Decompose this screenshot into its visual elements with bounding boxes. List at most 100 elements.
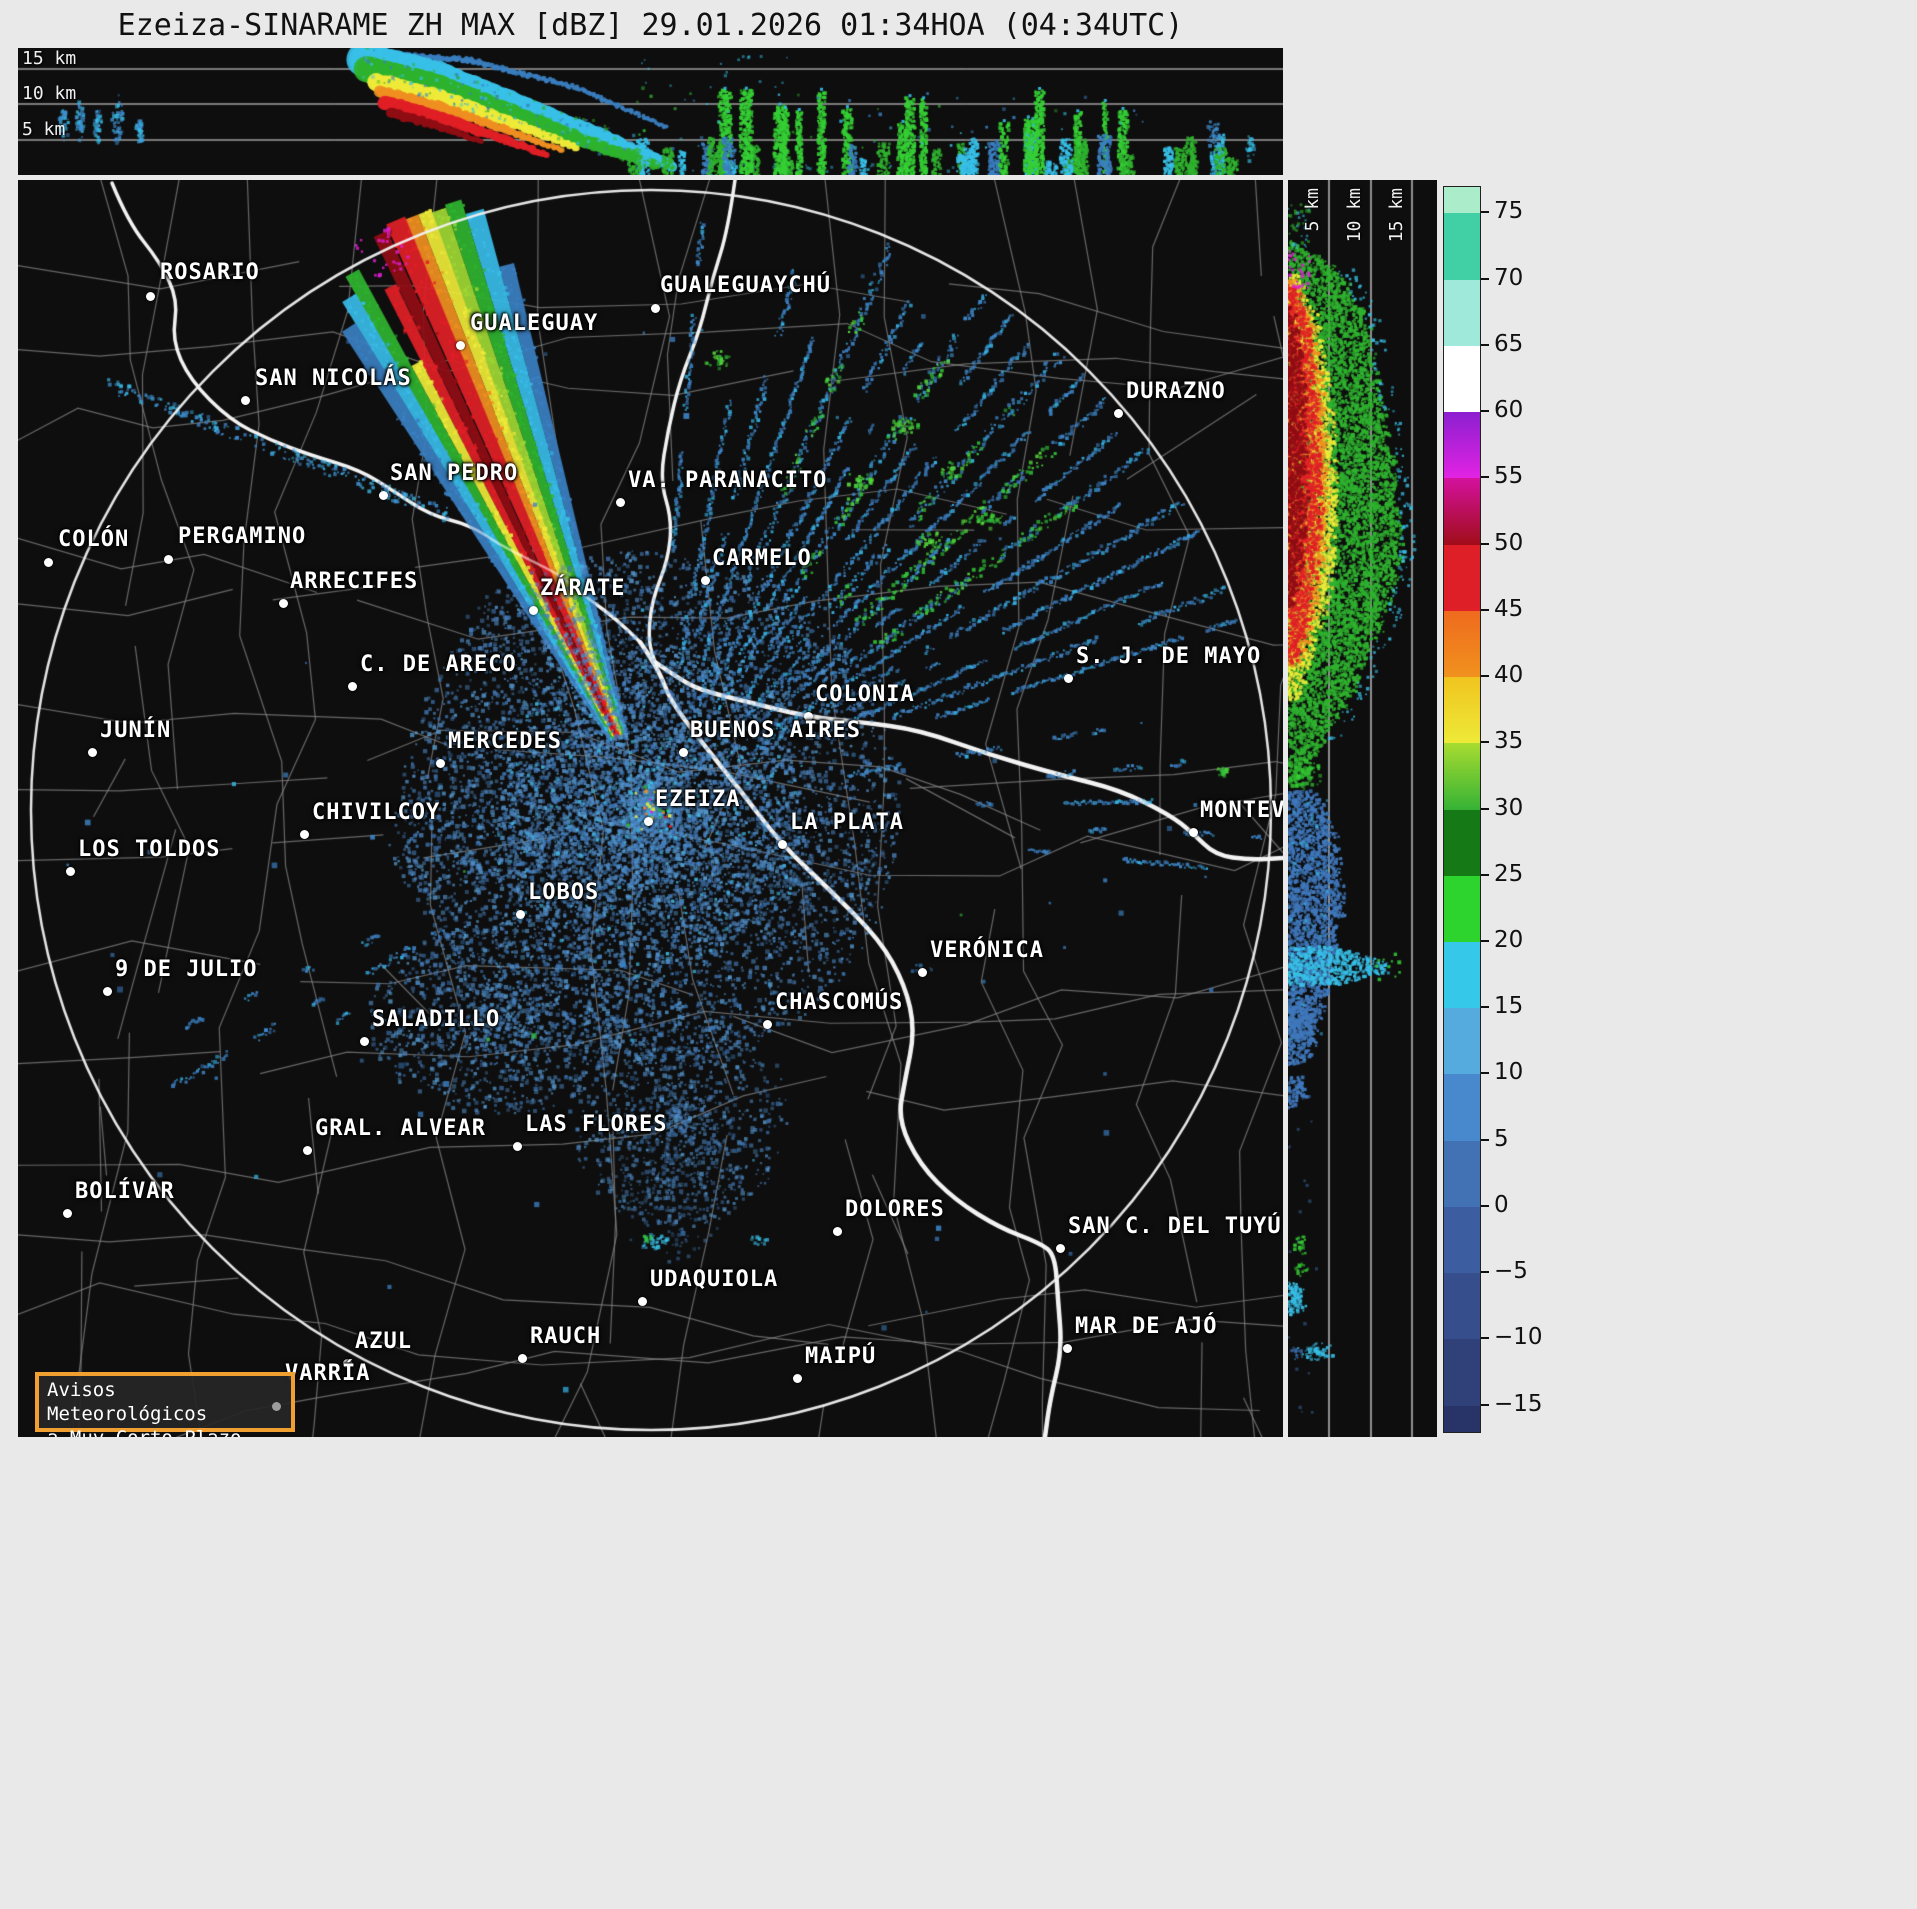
colorbar-tickmark — [1481, 1337, 1489, 1340]
height-label-5km: 5 km — [22, 119, 66, 140]
city-dot — [644, 817, 653, 826]
radar-map-panel: ROSARIO GUALEGUAYCHÚ GUALEGUAY SAN NICOLÁS D… — [18, 180, 1283, 1437]
colorbar-tickmark — [1481, 675, 1489, 678]
cross-section-top-canvas — [18, 48, 1283, 175]
city-dot — [343, 1359, 352, 1368]
city-label: ROSARIO — [160, 260, 260, 285]
colorbar-ticklabel: 55 — [1494, 463, 1524, 490]
city-label: LOBOS — [528, 880, 600, 905]
city-label: S. J. DE MAYO — [1076, 644, 1262, 669]
city-label: GRAL. ALVEAR — [315, 1116, 486, 1141]
colorbar-band — [1444, 1074, 1480, 1142]
colorbar-ticklabel: 25 — [1494, 860, 1524, 887]
colorbar-band — [1444, 809, 1480, 877]
city-dot — [1056, 1244, 1065, 1253]
colorbar-band — [1444, 478, 1480, 546]
city-dot — [456, 341, 465, 350]
colorbar-ticklabel: 65 — [1494, 330, 1524, 357]
city-label: AZUL — [355, 1329, 412, 1354]
city-dot — [651, 304, 660, 313]
colorbar-band — [1444, 213, 1480, 281]
city-dot — [679, 748, 688, 757]
city-label: RAUCH — [530, 1324, 602, 1349]
colorbar-ticklabel: −10 — [1494, 1324, 1543, 1351]
city-label: CHASCOMÚS — [775, 990, 904, 1015]
colorbar-ticklabel: 50 — [1494, 529, 1524, 556]
city-dot — [146, 292, 155, 301]
city-dot — [763, 1020, 772, 1029]
height-label-5km-v: 5 km — [1302, 188, 1323, 232]
colorbar-tickmark — [1481, 608, 1489, 611]
colorbar-ticklabel: 0 — [1494, 1191, 1509, 1218]
warning-line-2: a Muy Corto Plazo — [47, 1426, 283, 1437]
colorbar-band — [1444, 1339, 1480, 1406]
city-dot — [529, 606, 538, 615]
city-dot — [279, 599, 288, 608]
height-label-15km-v: 15 km — [1386, 188, 1407, 243]
city-dot — [1063, 1344, 1072, 1353]
height-label-10km: 10 km — [22, 83, 77, 104]
colorbar-tickmark — [1481, 939, 1489, 942]
city-label: EZEIZA — [655, 787, 741, 812]
city-dot — [241, 396, 250, 405]
cross-section-right-canvas — [1288, 180, 1437, 1437]
colorbar-ticklabel: 15 — [1494, 993, 1524, 1020]
colorbar-ticklabel: 45 — [1494, 595, 1524, 622]
city-dot — [1064, 674, 1073, 683]
city-label: CHIVILCOY — [312, 800, 441, 825]
city-label: JUNÍN — [100, 718, 172, 743]
city-dot — [804, 712, 813, 721]
city-label: LAS FLORES — [525, 1112, 668, 1137]
city-label: PERGAMINO — [178, 524, 307, 549]
colorbar-tickmark — [1481, 1138, 1489, 1141]
colorbar-tickmark — [1481, 807, 1489, 810]
city-dot — [1189, 828, 1198, 837]
colorbar-ticklabel: 40 — [1494, 662, 1524, 689]
colorbar-ticklabel: 75 — [1494, 198, 1524, 225]
city-label: VA. PARANACITO — [628, 468, 828, 493]
dbz-colorbar — [1443, 186, 1481, 1433]
colorbar-band — [1444, 345, 1480, 413]
city-dot — [63, 1209, 72, 1218]
city-label: GUALEGUAY — [470, 311, 599, 336]
city-label: DOLORES — [845, 1197, 945, 1222]
warning-box: Avisos Meteorológicos a Muy Corto Plazo — [35, 1372, 295, 1437]
cross-section-right-panel: 5 km 10 km 15 km — [1288, 180, 1437, 1437]
city-label: COLONIA — [815, 682, 915, 707]
colorbar-band — [1444, 677, 1480, 744]
city-label: MONTEVIDEO — [1200, 798, 1283, 823]
radar-map-canvas — [18, 180, 1283, 1437]
city-label: MAR DE AJÓ — [1075, 1314, 1218, 1339]
city-dot — [303, 1146, 312, 1155]
warning-line-1: Avisos Meteorológicos — [47, 1379, 208, 1425]
city-label: UDAQUIOLA — [650, 1267, 779, 1292]
city-dot — [778, 840, 787, 849]
city-label: BOLÍVAR — [75, 1179, 175, 1204]
city-dot — [66, 867, 75, 876]
colorbar-ticklabel: −5 — [1494, 1258, 1528, 1285]
city-label: SAN C. DEL TUYÚ — [1068, 1214, 1282, 1239]
city-dot — [379, 491, 388, 500]
colorbar-band — [1444, 412, 1480, 479]
colorbar-band — [1444, 544, 1480, 612]
city-label: MAIPÚ — [805, 1344, 877, 1369]
colorbar-tickmark — [1481, 1271, 1489, 1274]
city-label: VERÓNICA — [930, 938, 1044, 963]
city-label: SAN PEDRO — [390, 461, 519, 486]
colorbar-band — [1444, 941, 1480, 1009]
city-label: BUENOS AIRES — [690, 718, 861, 743]
city-dot — [1114, 409, 1123, 418]
city-label: DURAZNO — [1126, 379, 1226, 404]
colorbar-band — [1444, 1405, 1480, 1433]
colorbar-band — [1444, 610, 1480, 678]
colorbar-tickmark — [1481, 542, 1489, 545]
colorbar-tickmark — [1481, 873, 1489, 876]
city-dot — [518, 1354, 527, 1363]
cross-section-top-panel: 15 km 10 km 5 km — [18, 48, 1283, 175]
city-dot — [616, 498, 625, 507]
city-dot — [436, 759, 445, 768]
city-dot — [360, 1037, 369, 1046]
colorbar-tickmark — [1481, 277, 1489, 280]
city-label: MERCEDES — [448, 729, 562, 754]
